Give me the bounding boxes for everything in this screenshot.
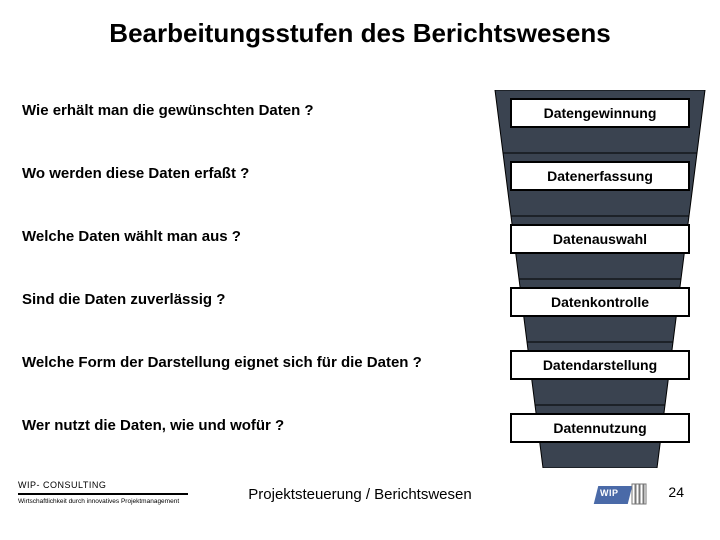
question-text: Welche Form der Darstellung eignet sich … bbox=[22, 354, 422, 371]
question-text: Welche Daten wählt man aus ? bbox=[22, 228, 241, 245]
row: Wie erhält man die gewünschten Daten ? Da… bbox=[22, 90, 700, 153]
stage-box: Datendarstellung bbox=[510, 350, 690, 380]
row: Wo werden diese Daten erfaßt ? Datenerfas… bbox=[22, 153, 700, 216]
stage-box: Datengewinnung bbox=[510, 98, 690, 128]
slide: Bearbeitungsstufen des Berichtswesens Wi… bbox=[0, 0, 720, 540]
stage-box: Datenauswahl bbox=[510, 224, 690, 254]
stage-box: Datennutzung bbox=[510, 413, 690, 443]
rows-container: Wie erhält man die gewünschten Daten ? Da… bbox=[22, 90, 700, 468]
question-text: Wer nutzt die Daten, wie und wofür ? bbox=[22, 417, 284, 434]
row: Welche Daten wählt man aus ? Datenauswahl bbox=[22, 216, 700, 279]
row: Sind die Daten zuverlässig ? Datenkontrol… bbox=[22, 279, 700, 342]
footer: WIP- CONSULTING Wirtschaftlichkeit durch… bbox=[0, 480, 720, 526]
question-text: Sind die Daten zuverlässig ? bbox=[22, 291, 225, 308]
row: Welche Form der Darstellung eignet sich … bbox=[22, 342, 700, 405]
question-text: Wie erhält man die gewünschten Daten ? bbox=[22, 102, 314, 119]
logo-text: WIP bbox=[600, 488, 619, 498]
wip-logo: WIP bbox=[596, 480, 648, 508]
question-text: Wo werden diese Daten erfaßt ? bbox=[22, 165, 249, 182]
stage-box: Datenerfassung bbox=[510, 161, 690, 191]
slide-title: Bearbeitungsstufen des Berichtswesens bbox=[0, 18, 720, 49]
row: Wer nutzt die Daten, wie und wofür ? Date… bbox=[22, 405, 700, 468]
key-icon bbox=[630, 482, 648, 506]
stage-box: Datenkontrolle bbox=[510, 287, 690, 317]
slide-number: 24 bbox=[668, 484, 684, 500]
